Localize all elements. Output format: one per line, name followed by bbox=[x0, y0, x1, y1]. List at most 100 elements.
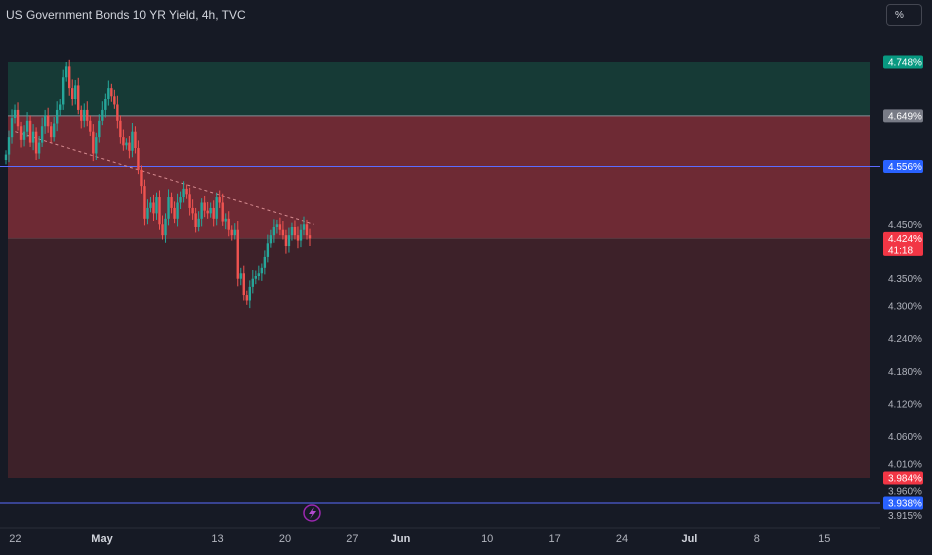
candle-body bbox=[149, 202, 152, 208]
candle-body bbox=[37, 142, 41, 154]
candle bbox=[119, 115, 122, 144]
candle bbox=[71, 79, 74, 106]
y-tick-label: 4.450% bbox=[888, 220, 922, 231]
candle-body bbox=[10, 118, 14, 138]
last-price-label-text: 4.424% bbox=[888, 234, 922, 245]
stop-price-label: 3.984% bbox=[883, 471, 923, 485]
candle bbox=[263, 250, 267, 275]
candle bbox=[275, 219, 279, 234]
candle bbox=[182, 181, 185, 203]
candle-body bbox=[49, 126, 53, 138]
lower-zone bbox=[8, 238, 870, 478]
price-axis[interactable]: 4.450% 4.350% 4.300% 4.240% 4.180% 4.120% 4.06… bbox=[880, 0, 932, 550]
candle bbox=[55, 101, 59, 132]
candle-body bbox=[167, 197, 170, 219]
candle bbox=[245, 290, 248, 305]
candle bbox=[22, 125, 26, 147]
candle bbox=[278, 217, 282, 236]
tp-price-label-text: 4.748% bbox=[888, 58, 922, 69]
entry-price-label: 4.649% bbox=[883, 109, 923, 123]
candle-body bbox=[34, 131, 38, 154]
candle-body bbox=[143, 186, 146, 219]
candle-body bbox=[296, 235, 300, 241]
blue-price-label-bg bbox=[883, 160, 923, 174]
candle bbox=[239, 267, 242, 286]
candle-body bbox=[128, 142, 131, 151]
x-tick-label: Jun bbox=[391, 533, 411, 545]
tp-price-label: 4.748% bbox=[883, 55, 923, 69]
candle-body bbox=[77, 85, 80, 110]
candle-body bbox=[275, 224, 279, 227]
last-price-label: 4.424%41:18 bbox=[883, 231, 923, 256]
candle-body bbox=[4, 154, 8, 161]
candle-body bbox=[224, 218, 227, 222]
candle bbox=[13, 104, 17, 124]
candle bbox=[152, 194, 155, 221]
candle bbox=[107, 80, 110, 106]
candle bbox=[176, 193, 179, 227]
candle bbox=[95, 132, 98, 161]
candle-body bbox=[40, 126, 44, 143]
candle bbox=[248, 280, 252, 309]
candle-body bbox=[61, 77, 65, 105]
candle-body bbox=[95, 137, 98, 154]
candle-body bbox=[89, 120, 92, 132]
time-axis[interactable]: 22 May 13 20 27 Jun 10 17 24 Jul 8 15 bbox=[0, 527, 880, 550]
candle-body bbox=[242, 273, 245, 296]
x-tick-label: 17 bbox=[548, 533, 560, 545]
candle bbox=[146, 199, 149, 225]
candle bbox=[122, 129, 125, 151]
candle-body bbox=[281, 229, 285, 236]
candle bbox=[7, 130, 11, 163]
candle bbox=[125, 138, 128, 150]
candle-body bbox=[46, 115, 50, 127]
candle bbox=[185, 184, 188, 199]
candle bbox=[215, 192, 218, 226]
candle-body bbox=[287, 235, 291, 247]
candle-body bbox=[101, 109, 104, 121]
candle bbox=[197, 211, 200, 232]
blue-price-label: 4.556% bbox=[883, 160, 923, 174]
candle-body bbox=[272, 226, 276, 236]
candle bbox=[281, 220, 285, 240]
chart-title: US Government Bonds 10 YR Yield, 4h, TVC bbox=[6, 8, 246, 22]
candle-body bbox=[116, 104, 119, 121]
candle-body bbox=[25, 120, 29, 132]
candle-body bbox=[209, 207, 212, 214]
candle-body bbox=[200, 202, 203, 219]
candle-body bbox=[203, 202, 206, 211]
candle-body bbox=[55, 109, 59, 124]
x-tick-label: 10 bbox=[481, 533, 493, 545]
percent-unit-button[interactable]: % bbox=[886, 4, 922, 26]
candle-body bbox=[185, 188, 188, 195]
x-tick-label: 24 bbox=[616, 533, 628, 545]
candle bbox=[191, 199, 194, 220]
y-tick-label: 4.240% bbox=[888, 334, 922, 345]
candle-body bbox=[152, 202, 155, 214]
candle-body bbox=[58, 104, 62, 110]
candle bbox=[194, 207, 197, 233]
candle-body bbox=[80, 109, 83, 121]
candle-body bbox=[215, 197, 218, 219]
candle bbox=[137, 140, 140, 175]
candle-body bbox=[13, 109, 17, 119]
candle-body bbox=[236, 229, 239, 279]
candle-body bbox=[64, 66, 68, 78]
candle-body bbox=[28, 120, 32, 143]
x-tick-label: May bbox=[91, 533, 113, 545]
candle bbox=[296, 226, 300, 249]
lower-blue-price-label-bg bbox=[883, 496, 923, 510]
candle-body bbox=[230, 229, 233, 236]
candle bbox=[64, 62, 68, 82]
candle bbox=[89, 115, 92, 137]
candle-body bbox=[110, 88, 113, 97]
trendline bbox=[15, 131, 315, 225]
lightning-icon[interactable] bbox=[303, 504, 321, 522]
candle-body bbox=[170, 197, 173, 208]
candle-body bbox=[251, 278, 255, 287]
misc-layer bbox=[303, 504, 321, 522]
candle bbox=[257, 265, 261, 281]
candles-layer bbox=[4, 59, 312, 309]
